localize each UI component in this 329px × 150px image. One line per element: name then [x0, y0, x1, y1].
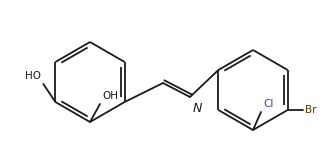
Text: N: N — [193, 102, 202, 115]
Text: Cl: Cl — [263, 99, 273, 109]
Text: HO: HO — [25, 71, 41, 81]
Text: OH: OH — [102, 91, 118, 101]
Text: Br: Br — [305, 105, 316, 115]
